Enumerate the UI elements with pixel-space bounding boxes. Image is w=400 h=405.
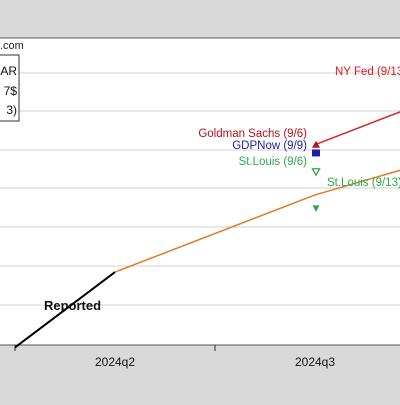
x-tick-label-0: 2024q2 xyxy=(95,355,135,369)
plot-area xyxy=(0,37,400,346)
legend-box xyxy=(0,54,20,122)
marker-st-louis-9-13 xyxy=(312,205,320,212)
nowcast-label-1: Goldman Sachs (9/6) xyxy=(198,128,307,140)
source-note: .com xyxy=(0,40,24,52)
marker-gdpnow xyxy=(312,149,320,157)
nowcast-label-2: GDPNow (9/9) xyxy=(232,140,307,152)
series-line-0 xyxy=(14,271,116,349)
nowcast-label-3: St.Louis (9/6) xyxy=(239,156,308,168)
legend-text-0: AR xyxy=(0,64,17,78)
series-line-1 xyxy=(114,169,400,273)
x-tick-label-1: 2024q3 xyxy=(295,355,335,369)
marker-st-louis-9-6 xyxy=(311,168,321,177)
series-line-2 xyxy=(314,111,400,146)
nowcast-label-4: St.Louis (9/13) xyxy=(327,177,400,189)
legend-text-1: 7$ xyxy=(4,84,18,98)
legend-text-2: 3) xyxy=(6,103,17,117)
annotation-reported: Reported xyxy=(44,298,101,313)
marker-goldman-sachs xyxy=(312,140,320,148)
nowcast-label-0: NY Fed (9/13) xyxy=(335,66,400,78)
